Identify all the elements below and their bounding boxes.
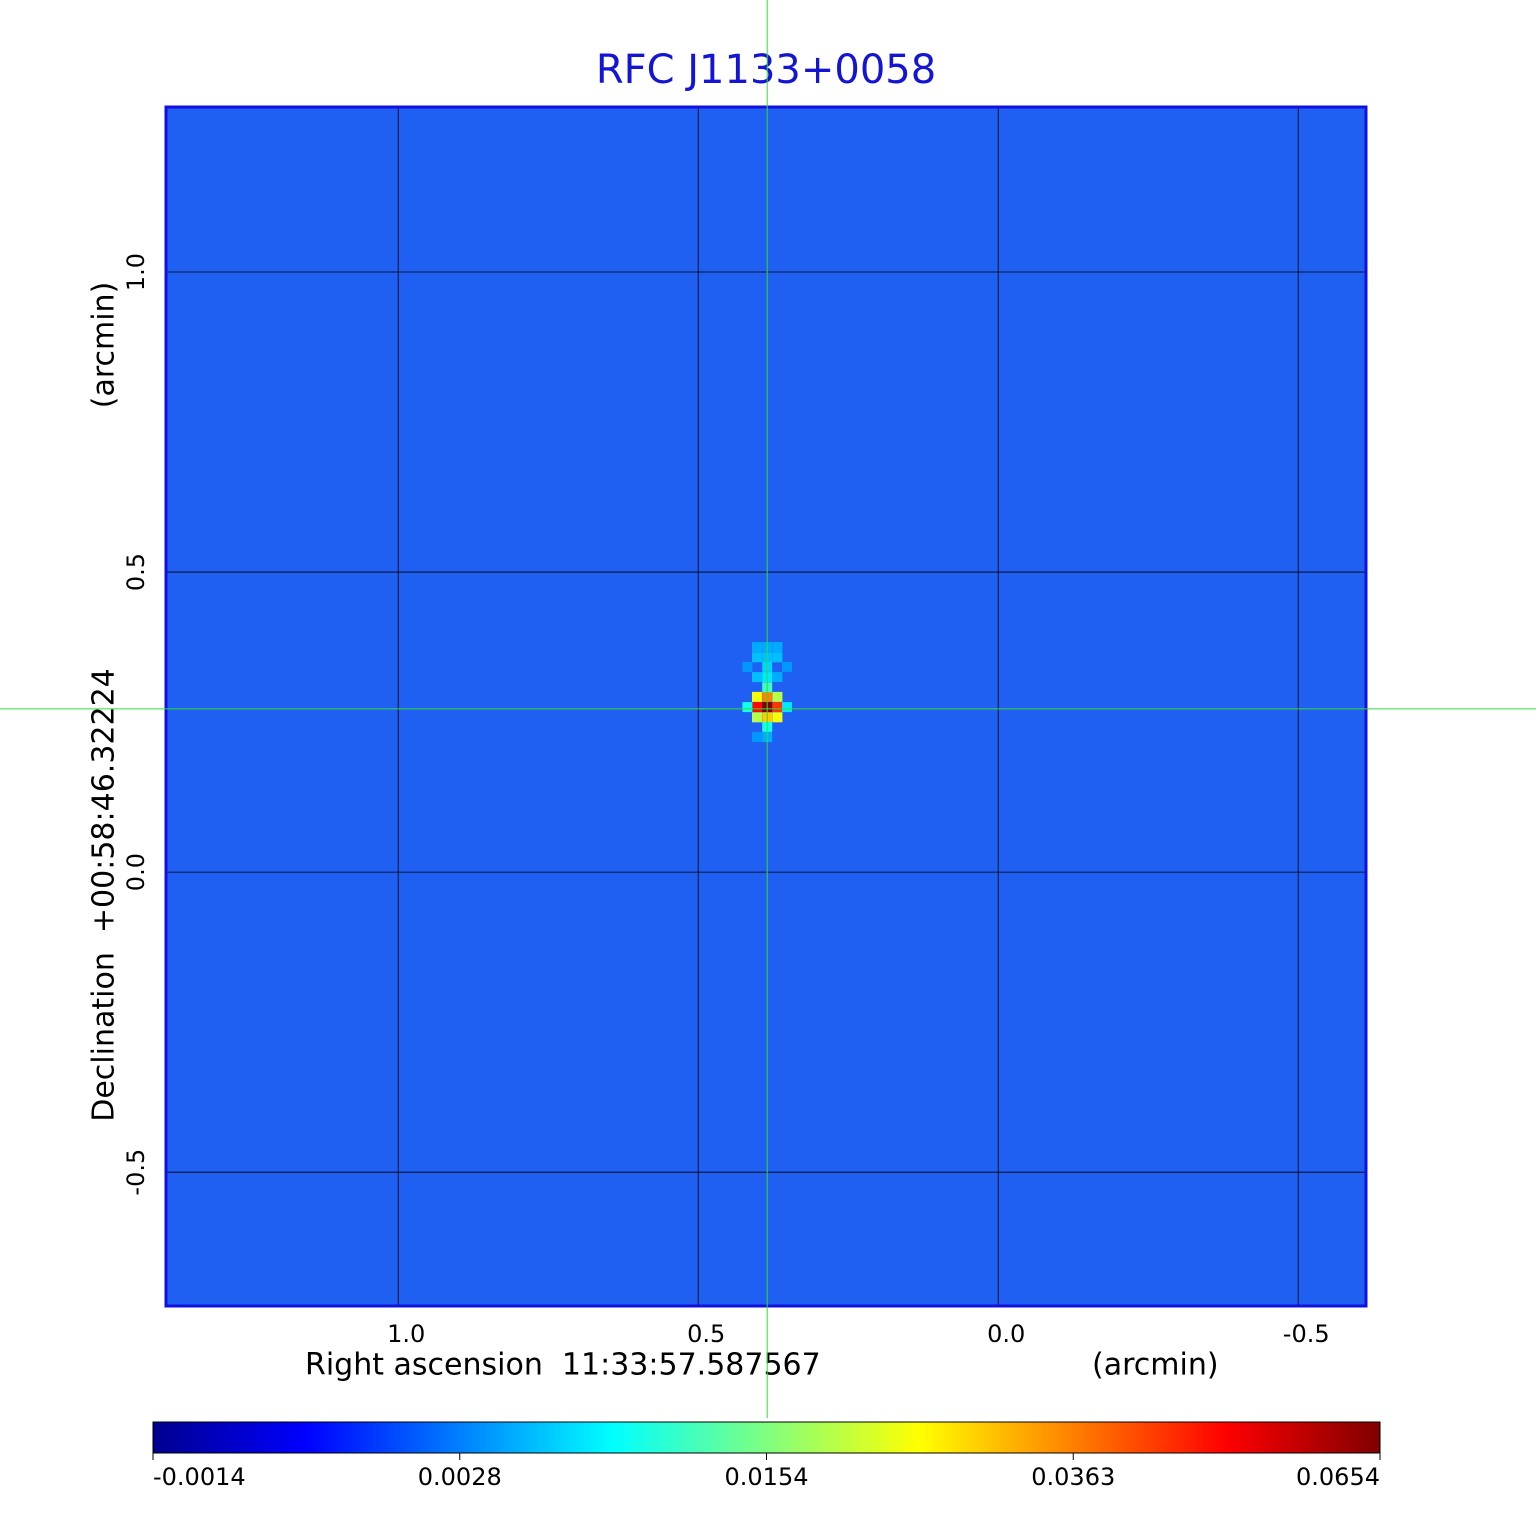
image-border <box>164 105 1368 1308</box>
x-axis-unit: (arcmin) <box>1092 1348 1219 1383</box>
image-pixel <box>772 712 783 723</box>
colorbar-tick-label: 0.0154 <box>725 1463 809 1491</box>
x-tick-label: 0.5 <box>687 1320 725 1348</box>
image-pixel <box>742 702 753 713</box>
y-tick-label: -0.5 <box>122 1149 150 1196</box>
image-pixel <box>782 661 792 672</box>
y-tick-label: 0.5 <box>122 553 150 591</box>
image-pixel <box>752 652 762 663</box>
x-tick-label: 1.0 <box>387 1320 425 1348</box>
y-axis-unit: (arcmin) <box>87 282 122 409</box>
colorbar-tick-label: -0.0014 <box>153 1463 246 1491</box>
colorbar <box>152 1421 1381 1454</box>
colorbar-tick-label: 0.0028 <box>418 1463 502 1491</box>
image-pixel <box>752 642 762 653</box>
image-pixel <box>772 672 783 683</box>
image-pixel <box>752 712 762 723</box>
image-pixel <box>752 702 762 713</box>
image-pixel <box>752 732 762 743</box>
image-pixel <box>772 642 783 653</box>
x-axis-label: Right ascension 11:33:57.587567 <box>305 1348 821 1383</box>
y-axis-label: Declination +00:58:46.32224 <box>87 668 122 1122</box>
x-tick-label: -0.5 <box>1283 1320 1330 1348</box>
chart-title: RFC J1133+0058 <box>596 47 936 93</box>
image-pixel <box>772 652 783 663</box>
image-pixel <box>752 691 762 702</box>
image-pixel <box>752 672 762 683</box>
x-tick-label: 0.0 <box>987 1320 1025 1348</box>
y-tick-label: 1.0 <box>122 253 150 291</box>
colorbar-tick-label: 0.0654 <box>1296 1463 1380 1491</box>
image-pixel <box>772 691 783 702</box>
image-pixel <box>742 661 753 672</box>
colorbar-tick-label: 0.0363 <box>1031 1463 1115 1491</box>
y-tick-label: 0.0 <box>122 853 150 891</box>
image-pixel <box>772 702 783 713</box>
image-pixel <box>782 702 792 713</box>
